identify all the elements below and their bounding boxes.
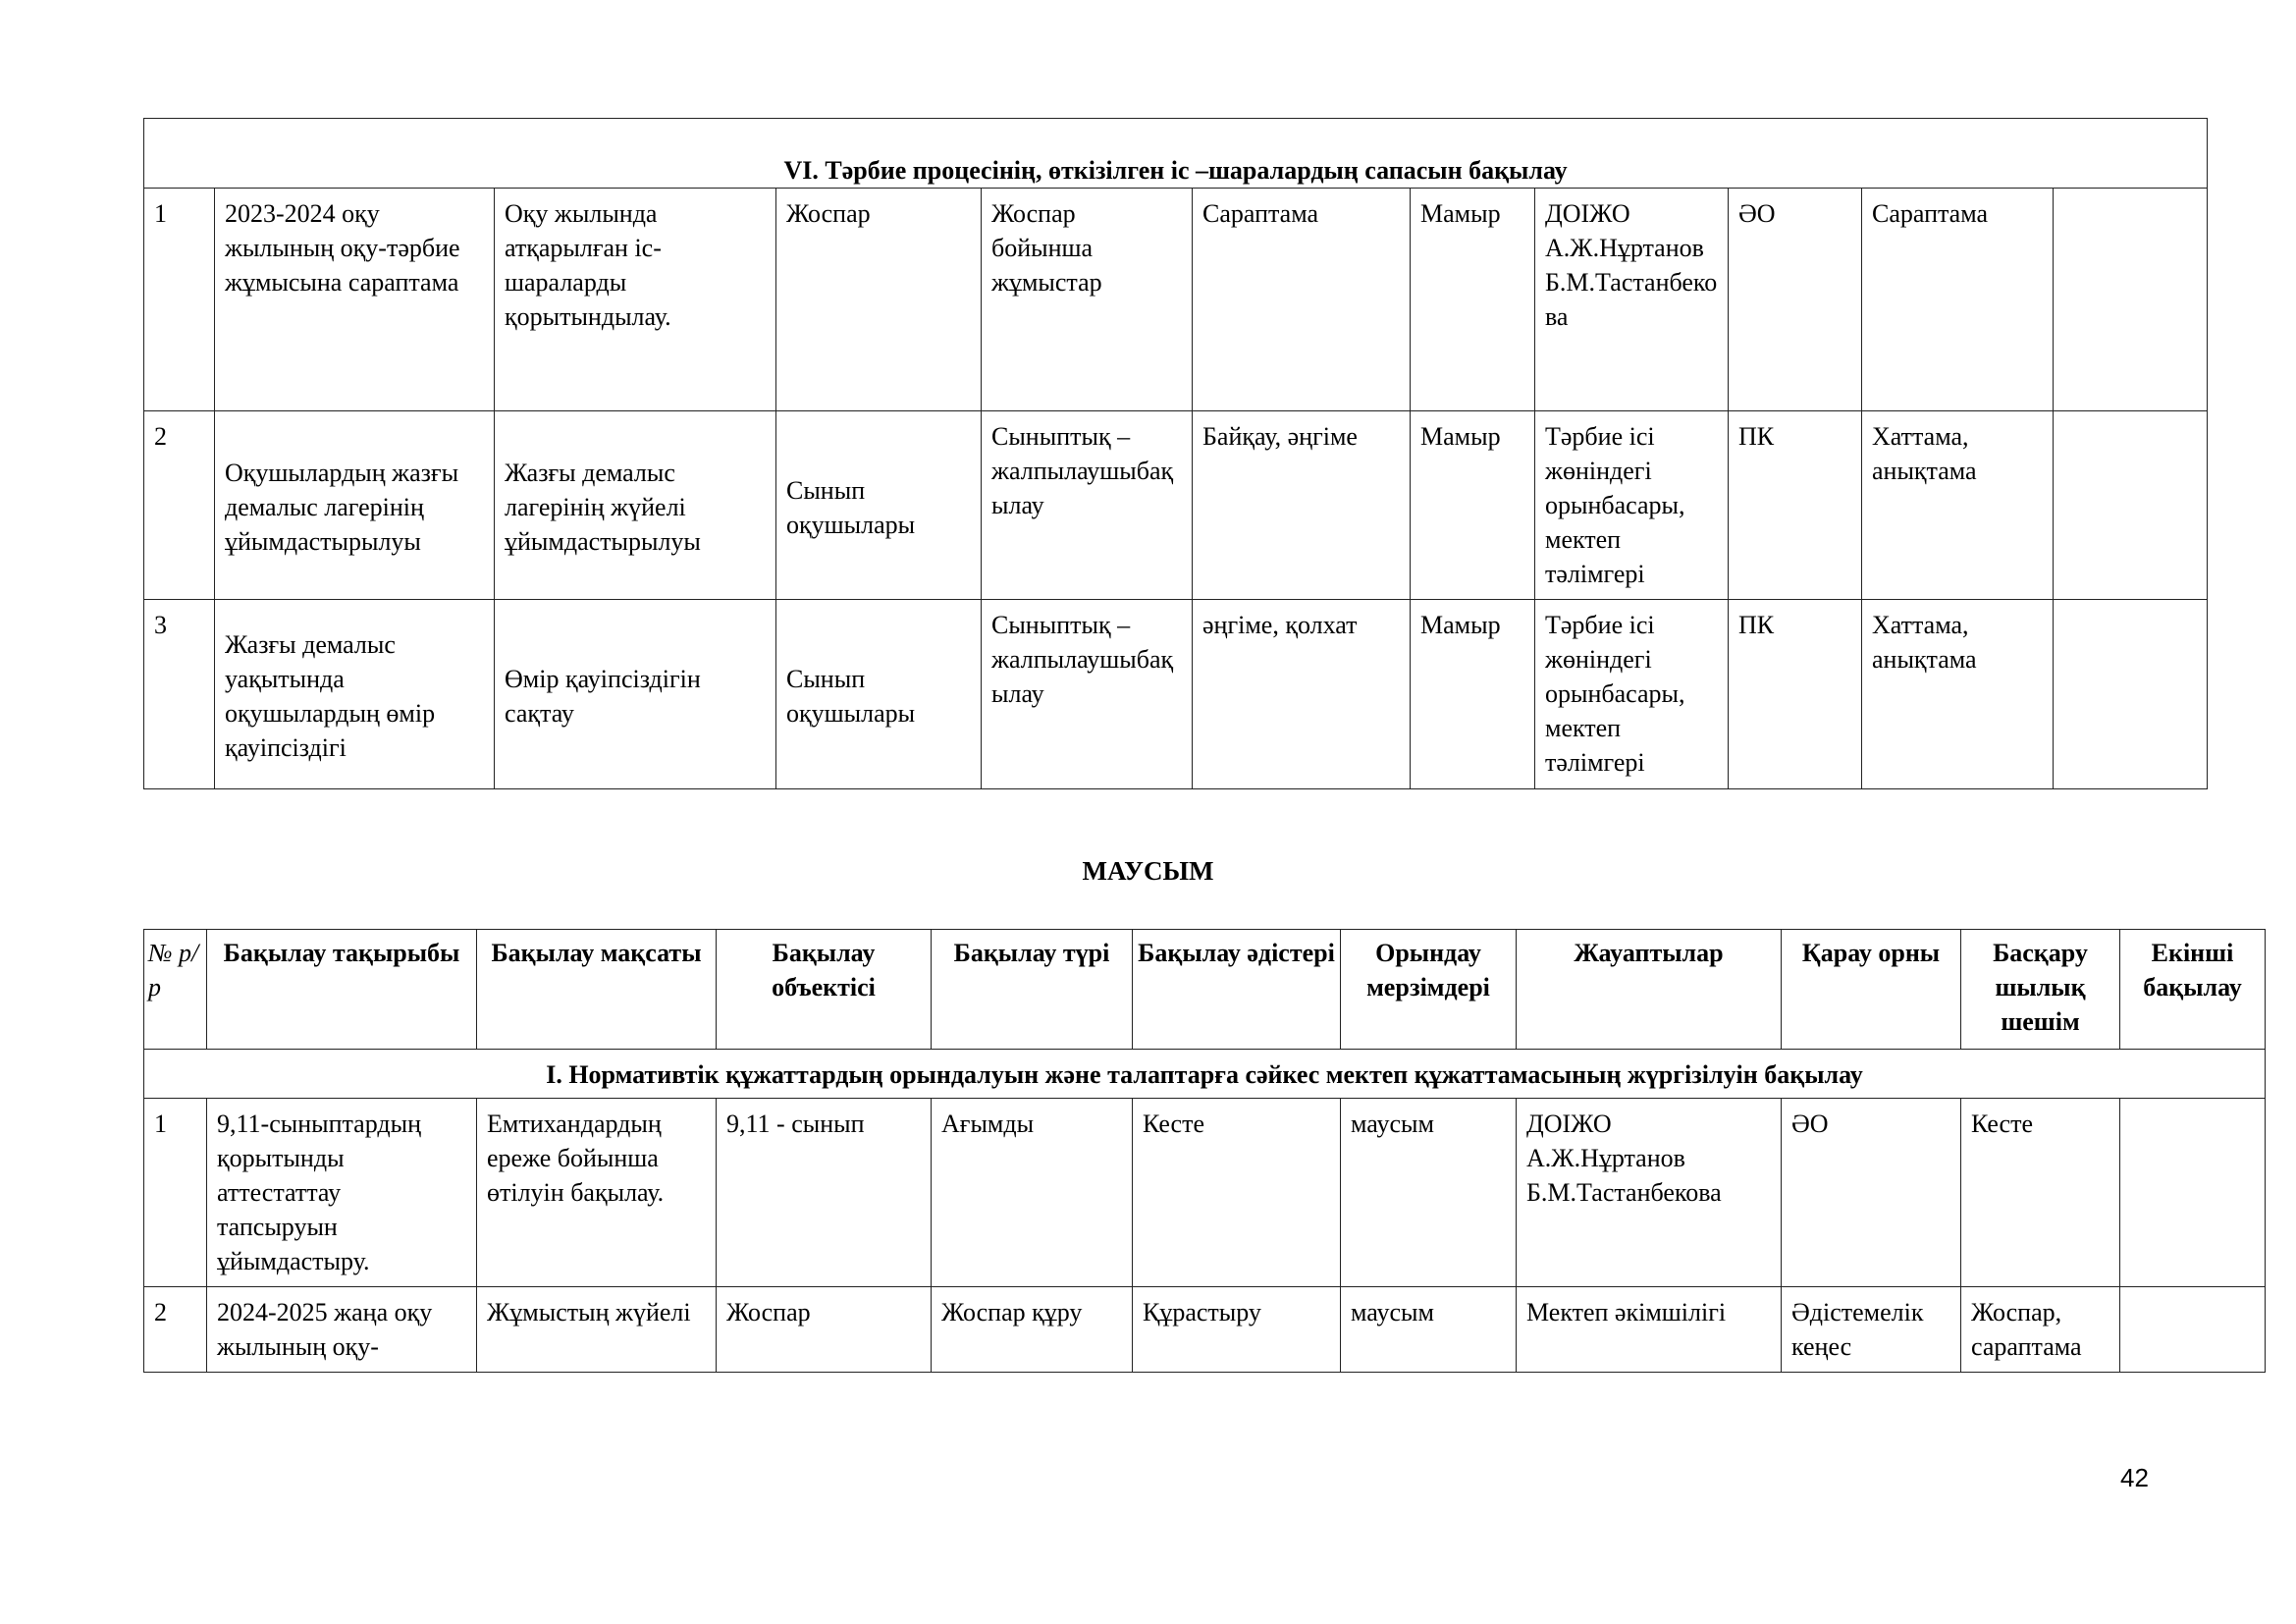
table-cell: Сараптама (1192, 188, 1411, 411)
table-cell: Сынып оқушылары (775, 599, 982, 789)
table-cell: Жоспар бойынша жұмыстар (981, 188, 1193, 411)
table-cell: 2 (143, 1286, 207, 1373)
page-number: 42 (2120, 1463, 2149, 1492)
table-cell: 2 (143, 410, 215, 600)
table-cell: Байқау, әңгіме (1192, 410, 1411, 600)
table-cell: Емтихандардың ереже бойынша өтілуін бақы… (476, 1098, 717, 1287)
table-cell: Хаттама, анықтама (1861, 599, 2054, 789)
column-header: Жауаптылар (1516, 929, 1782, 1050)
table-cell: Кесте (1960, 1098, 2120, 1287)
table-cell: Мектеп әкімшілігі (1516, 1286, 1782, 1373)
table-cell: 1 (143, 188, 215, 411)
table-cell: Өмір қауіпсіздігін сақтау (494, 599, 776, 789)
column-header: № р/р (143, 929, 207, 1050)
table-cell: Жоспар, сараптама (1960, 1286, 2120, 1373)
table-cell: ӘО (1728, 188, 1862, 411)
table-cell: Сынып оқушылары (775, 410, 982, 600)
table-row: 3 Жазғы демалыс уақытында оқушылардың өмі… (143, 599, 2209, 789)
table-cell: Оқушылардың жазғы демалыс лагерінің ұйым… (214, 410, 495, 600)
table-cell (2119, 1286, 2266, 1373)
table-cell: 9,11-сыныптардың қорытынды аттестаттау т… (206, 1098, 477, 1287)
table-cell: маусым (1340, 1098, 1517, 1287)
table-cell (2052, 410, 2209, 600)
table-cell: Оқу жылында атқарылған іс-шараларды қоры… (494, 188, 776, 411)
table-cell: Сараптама (1861, 188, 2054, 411)
control-table-may: VI. Тәрбие процесінің, өткізілген іс –ша… (142, 118, 2209, 789)
table-cell: Тәрбие ісі жөніндегі орынбасары, мектеп … (1534, 599, 1729, 789)
table-cell (2052, 599, 2209, 789)
table-cell: ПК (1728, 410, 1862, 600)
column-header: Бақылау объектісі (716, 929, 932, 1050)
table-cell: Жоспар (775, 188, 982, 411)
table-cell: 9,11 - сынып (716, 1098, 932, 1287)
section-title: VI. Тәрбие процесінің, өткізілген іс –ша… (142, 118, 2209, 189)
column-header: Екінші бақылау (2119, 929, 2266, 1050)
column-header: Бақылау тақырыбы (206, 929, 477, 1050)
table-cell: Жазғы демалыс уақытында оқушылардың өмір… (214, 599, 495, 789)
table-cell: Әдістемелік кеңес (1781, 1286, 1961, 1373)
table-cell: Жоспар (716, 1286, 932, 1373)
table-cell: Хаттама, анықтама (1861, 410, 2054, 600)
table-cell: Ағымды (931, 1098, 1133, 1287)
table-cell: Жұмыстың жүйелі (476, 1286, 717, 1373)
column-header: Бақылау мақсаты (476, 929, 717, 1050)
table-row: 1 2023-2024 оқу жылының оқу-тәрбие жұмысы… (143, 188, 2209, 411)
table-cell: Мамыр (1410, 599, 1535, 789)
table-cell: ПК (1728, 599, 1862, 789)
table-cell: әңгіме, қолхат (1192, 599, 1411, 789)
table-cell: Кесте (1132, 1098, 1341, 1287)
table-cell: Сыныптық – жалпылаушыбақылау (981, 599, 1193, 789)
table-cell: Сыныптық – жалпылаушыбақылау (981, 410, 1193, 600)
table-cell: Мамыр (1410, 188, 1535, 411)
column-header: Орындау мерзімдері (1340, 929, 1517, 1050)
table-row: 2 Оқушылардың жазғы демалыс лагерінің ұйы… (143, 410, 2209, 600)
section-title: І. Нормативтік құжаттардың орындалуын жә… (143, 1049, 2266, 1099)
table-cell: 3 (143, 599, 215, 789)
month-title: МАУСЫМ (1082, 856, 1214, 886)
table-cell: 2023-2024 оқу жылының оқу-тәрбие жұмысын… (214, 188, 495, 411)
column-header: Бақылау әдістері (1132, 929, 1341, 1050)
table-cell (2052, 188, 2209, 411)
table-cell: ӘО (1781, 1098, 1961, 1287)
column-header: Бақылау түрі (931, 929, 1133, 1050)
table-cell: 1 (143, 1098, 207, 1287)
table-cell: ДОІЖО А.Ж.Нұртанов Б.М.Тастанбекова (1516, 1098, 1782, 1287)
control-table-june: № р/р Бақылау тақырыбы Бақылау мақсаты Бақы… (143, 929, 2266, 1373)
table-cell: Жазғы демалыс лагерінің жүйелі ұйымдасты… (494, 410, 776, 600)
table-cell: Жоспар құру (931, 1286, 1133, 1373)
table-cell: маусым (1340, 1286, 1517, 1373)
table-row: 2 2024-2025 жаңа оқу жылының оқу- Жұмыстың… (143, 1286, 2266, 1373)
table-cell: 2024-2025 жаңа оқу жылының оқу- (206, 1286, 477, 1373)
table-cell: Мамыр (1410, 410, 1535, 600)
column-header: Басқару шылық шешім (1960, 929, 2120, 1050)
table-row: 1 9,11-сыныптардың қорытынды аттестаттау … (143, 1098, 2266, 1287)
table-cell (2119, 1098, 2266, 1287)
table-cell: Құрастыру (1132, 1286, 1341, 1373)
column-header: Қарау орны (1781, 929, 1961, 1050)
table-cell: Тәрбие ісі жөніндегі орынбасары, мектеп … (1534, 410, 1729, 600)
table-cell: ДОІЖО А.Ж.Нұртанов Б.М.Тастанбекова (1534, 188, 1729, 411)
